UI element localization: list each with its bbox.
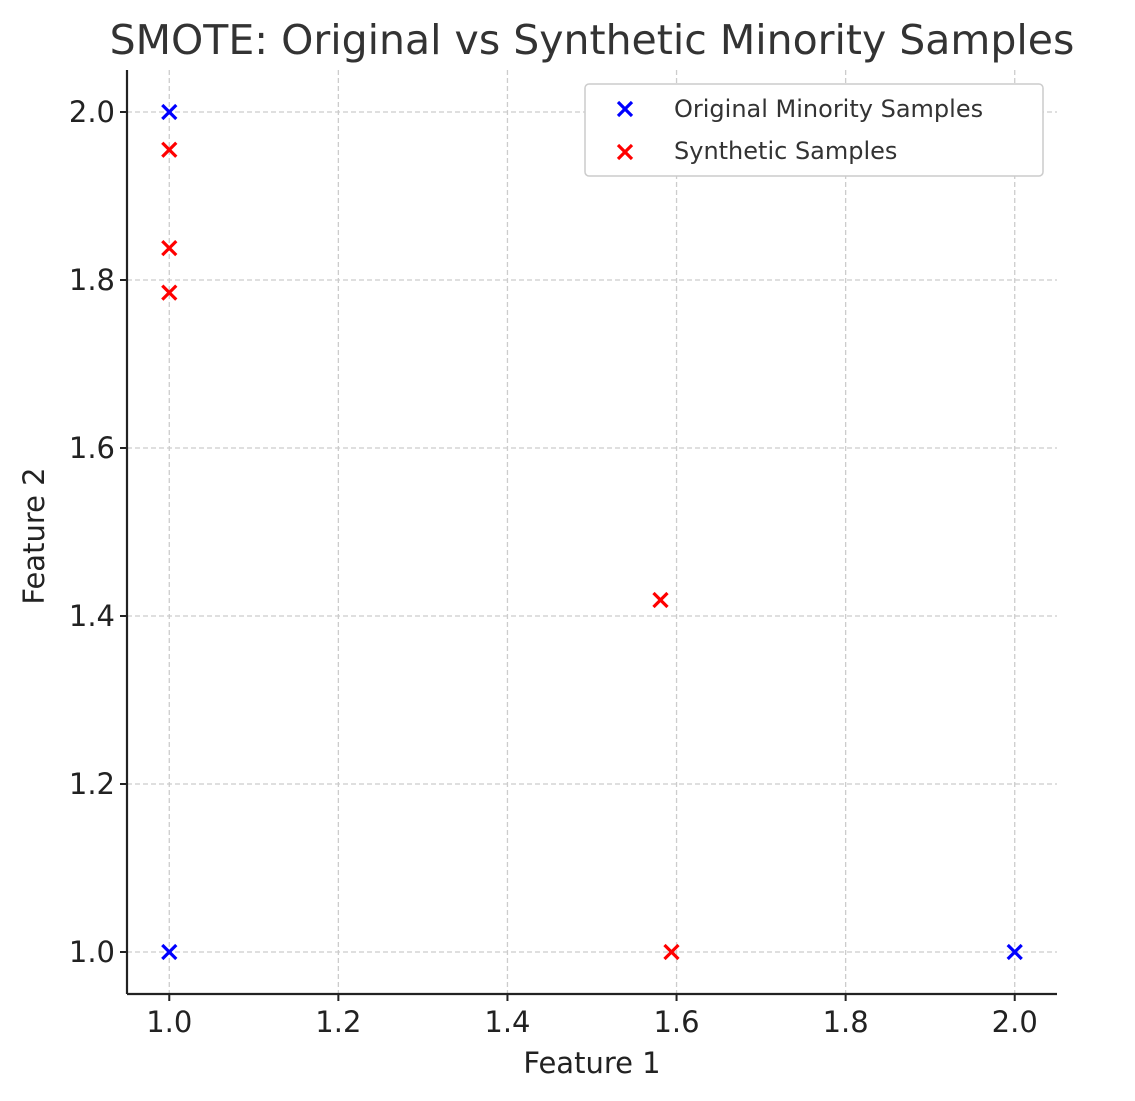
synthetic-sample-point: [161, 284, 178, 301]
legend-marker-synthetic-icon: [616, 143, 634, 161]
y-tick-label: 1.0: [69, 935, 115, 969]
y-axis-label: Feature 2: [17, 467, 51, 604]
points-layer: [161, 103, 1023, 961]
original-sample-point: [161, 943, 178, 961]
x-tick-label: 1.0: [146, 1005, 192, 1039]
x-tick-label: 1.8: [823, 1005, 869, 1039]
legend: Original Minority Samples Synthetic Samp…: [584, 83, 1044, 177]
tick-layer: 1.0 1.2 1.4 1.6 1.8 2.0 1.0 1.2 1.4 1.6 1.8 2.0: [69, 95, 1038, 1039]
synthetic-sample-point: [161, 239, 178, 257]
synthetic-sample-point: [663, 943, 680, 961]
x-tick-label: 1.6: [653, 1005, 699, 1039]
legend-x-original: [616, 100, 634, 118]
y-tick-label: 1.2: [69, 767, 115, 801]
legend-label-synthetic: Synthetic Samples: [674, 137, 897, 165]
grid-layer: [127, 70, 1057, 994]
x-axis-label: Feature 1: [523, 1046, 660, 1080]
y-tick-label: 1.4: [69, 599, 115, 633]
synthetic-sample-point: [161, 141, 178, 158]
x-tick-label: 1.4: [484, 1005, 530, 1039]
original-sample-point: [1006, 943, 1023, 961]
y-tick-label: 2.0: [69, 95, 115, 129]
axes-spines: [125, 70, 1057, 996]
legend-x-synthetic: [616, 143, 634, 161]
original-sample-point: [161, 103, 178, 121]
y-tick-label: 1.6: [69, 431, 115, 465]
x-tick-label: 2.0: [992, 1005, 1038, 1039]
legend-box: [584, 83, 1044, 177]
chart-title: SMOTE: Original vs Synthetic Minority Sa…: [110, 16, 1075, 64]
y-tick-label: 1.8: [69, 263, 115, 297]
legend-marker-original-icon: [616, 100, 634, 118]
legend-label-original: Original Minority Samples: [674, 95, 983, 123]
x-tick-label: 1.2: [315, 1005, 361, 1039]
synthetic-sample-point: [652, 591, 669, 609]
